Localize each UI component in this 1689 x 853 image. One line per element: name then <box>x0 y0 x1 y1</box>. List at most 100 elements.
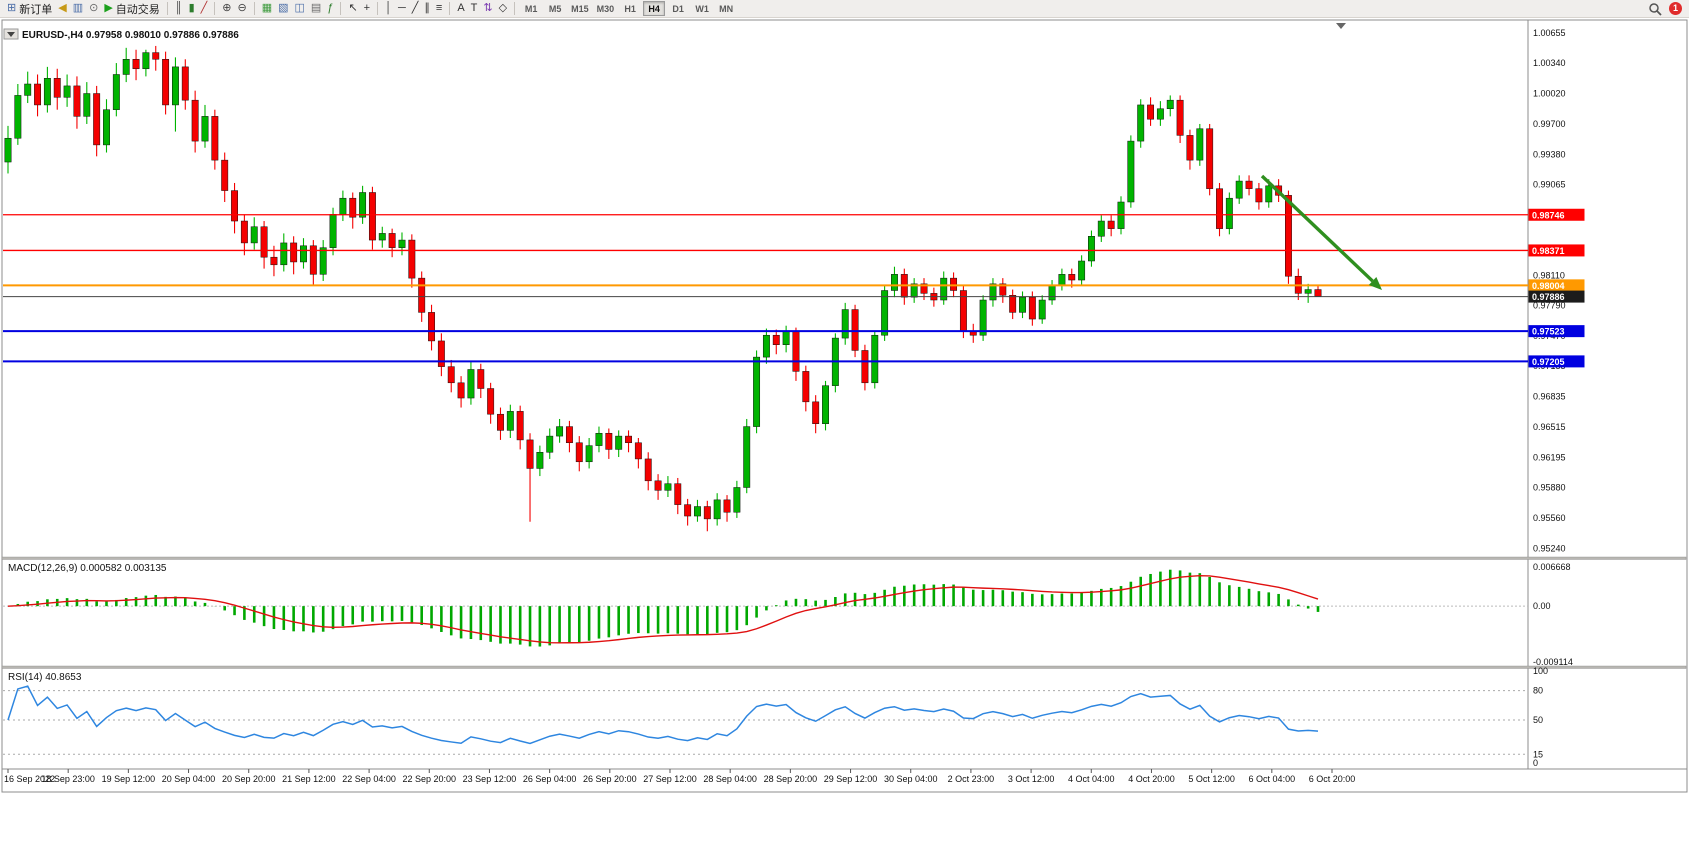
time-axis-label: 28 Sep 04:00 <box>703 774 757 784</box>
history-button[interactable]: ⊙ <box>86 0 101 17</box>
line-chart-icon: ╱ <box>200 2 208 14</box>
profiles-button[interactable]: ▤ <box>308 0 324 17</box>
price-axis-label: 0.99700 <box>1533 119 1566 129</box>
time-axis-label: 19 Sep 12:00 <box>102 774 156 784</box>
depth-of-market-button[interactable]: ▥ <box>70 0 86 17</box>
toolbar-separator <box>340 2 342 15</box>
cursor-button[interactable]: ↖ <box>345 0 360 17</box>
vertical-line-icon: │ <box>385 2 392 14</box>
auto-trading-button-label: 自动交易 <box>115 3 160 16</box>
timeframe-m1-button[interactable]: M1 <box>520 1 542 16</box>
price-axis-label: 0.95240 <box>1533 543 1566 553</box>
line-chart-button[interactable]: ╱ <box>198 0 211 17</box>
toolbar-separator <box>214 2 216 15</box>
zoom-in-button[interactable]: ⊕ <box>219 0 234 17</box>
cascade-windows-button[interactable]: ▧ <box>275 0 291 17</box>
new-order-button[interactable]: ⊞ 新订单 <box>4 0 55 17</box>
timeframe-mn-button[interactable]: MN <box>715 1 737 16</box>
chart-canvas[interactable]: 1.00655 1.00340 1.00020 0.99700 0.99380 0.990… <box>0 18 1689 853</box>
time-axis-label: 29 Sep 12:00 <box>824 774 878 784</box>
notification-badge[interactable]: 1 <box>1669 2 1682 15</box>
trendline-button[interactable]: ╱ <box>409 0 422 17</box>
cursor-group: ↖ + <box>345 0 373 17</box>
rsi-line <box>7 685 1319 745</box>
time-axis-label: 27 Sep 12:00 <box>643 774 697 784</box>
timeframe-m30-button[interactable]: M30 <box>594 1 618 16</box>
ohlc-bars-icon: ║ <box>174 2 183 14</box>
channel-button[interactable]: ∥ <box>421 0 433 17</box>
trade-group: ⊞ 新订单 ◀ ▥ ⊙ ▶ 自动交易 <box>4 0 163 17</box>
timeframe-m15-button[interactable]: M15 <box>568 1 592 16</box>
time-axis-label: 18 Sep 23:00 <box>41 774 95 784</box>
toolbar-separator <box>449 2 451 15</box>
vertical-line-button[interactable]: │ <box>382 0 395 17</box>
chevron-down-icon <box>7 32 15 37</box>
time-axis-area[interactable] <box>2 769 1687 792</box>
macd-signal-line <box>7 574 1319 644</box>
price-hline-badge-label: 0.98371 <box>1532 246 1565 256</box>
zoom-out-button[interactable]: ⊖ <box>234 0 249 17</box>
macd-histogram <box>16 569 1320 647</box>
price-hline-badge <box>1528 325 1585 338</box>
time-axis-label: 16 Sep 2022 <box>4 774 55 784</box>
time-axis-label: 4 Oct 04:00 <box>1068 774 1115 784</box>
rsi-axis-label: 80 <box>1533 686 1543 696</box>
timeframe-d1-button[interactable]: D1 <box>667 1 689 16</box>
crosshair-icon: + <box>363 2 371 14</box>
text-label-button[interactable]: T <box>468 0 481 17</box>
toolbar-separator <box>166 2 168 15</box>
chart-frame <box>1 19 1688 793</box>
chart-shift-marker[interactable] <box>1336 23 1346 29</box>
new-chart-button[interactable]: ◫ <box>292 0 308 17</box>
search-icon[interactable] <box>1648 2 1662 16</box>
time-axis-label: 20 Sep 04:00 <box>162 774 216 784</box>
time-axis-label: 5 Oct 12:00 <box>1188 774 1235 784</box>
price-axis-label: 0.99380 <box>1533 149 1566 159</box>
text-button[interactable]: A <box>454 0 467 17</box>
price-hline-badge <box>1528 244 1585 257</box>
timeframe-h1-button[interactable]: H1 <box>619 1 641 16</box>
price-hline-badge-label: 0.97523 <box>1532 327 1565 337</box>
toolbar-separator <box>377 2 379 15</box>
price-axis-label: 0.95880 <box>1533 482 1566 492</box>
zoom-group: ⊕ ⊖ <box>219 0 249 17</box>
time-axis-label: 21 Sep 12:00 <box>282 774 336 784</box>
drawing-group: │ ─ ╱ ∥ ≡ <box>382 0 445 17</box>
candlestick-chart-button[interactable]: ▮ <box>186 0 198 17</box>
current-price-badge-label: 0.97886 <box>1532 292 1565 302</box>
timeframe-toolbar: M1 M5 M15 M30 H1 H4 D1 W1 MN <box>510 1 738 16</box>
time-axis-label: 20 Sep 20:00 <box>222 774 276 784</box>
auto-trading-button[interactable]: ▶ 自动交易 <box>101 0 162 17</box>
timeframe-m5-button[interactable]: M5 <box>544 1 566 16</box>
shapes-button[interactable]: ◇ <box>496 0 510 17</box>
arrows-button[interactable]: ⇅ <box>480 0 495 17</box>
horizontal-line-button[interactable]: ─ <box>395 0 409 17</box>
macd-label: MACD(12,26,9) 0.000582 0.003135 <box>8 563 167 574</box>
timeframe-w1-button[interactable]: W1 <box>691 1 713 16</box>
price-axis-label: 0.98110 <box>1533 270 1565 280</box>
chart-window: 1.00655 1.00340 1.00020 0.99700 0.99380 0.990… <box>0 18 1689 853</box>
current-price-badge <box>1528 290 1585 303</box>
new-order-button-label: 新订单 <box>19 3 53 16</box>
candlestick-icon: ▮ <box>188 2 195 14</box>
fibonacci-icon: ≡ <box>435 2 443 14</box>
zoom-in-icon: ⊕ <box>222 2 232 14</box>
trend-arrow-annotation[interactable] <box>1260 174 1374 283</box>
alert-sound-button[interactable]: ◀ <box>55 0 69 17</box>
toolbar-groups: ⊞ 新订单 ◀ ▥ ⊙ ▶ 自动交易 ║ ▮ ╱ ⊕ ⊖ ▦ ▧ ◫ ▤ ƒ ↖ + │ ─ ╱ ∥ ≡ A T ⇅ ◇ <box>4 0 510 17</box>
price-axis-label: 1.00655 <box>1533 28 1566 38</box>
toolbar-separator <box>253 2 255 15</box>
rsi-panel-divider[interactable] <box>1 665 1687 669</box>
bar-chart-button[interactable]: ║ <box>172 0 186 17</box>
annotation-group: A T ⇅ ◇ <box>454 0 510 17</box>
indicators-button[interactable]: ƒ <box>324 0 336 17</box>
text-icon: A <box>457 2 465 14</box>
price-axis-label: 1.00020 <box>1533 89 1566 99</box>
tile-windows-button[interactable]: ▦ <box>259 0 275 17</box>
crosshair-button[interactable]: + <box>361 0 373 17</box>
macd-panel-divider[interactable] <box>1 556 1687 560</box>
fibonacci-button[interactable]: ≡ <box>433 0 445 17</box>
price-axis-area[interactable] <box>1528 20 1687 769</box>
zoom-out-icon: ⊖ <box>237 2 247 14</box>
timeframe-h4-button[interactable]: H4 <box>643 1 666 16</box>
